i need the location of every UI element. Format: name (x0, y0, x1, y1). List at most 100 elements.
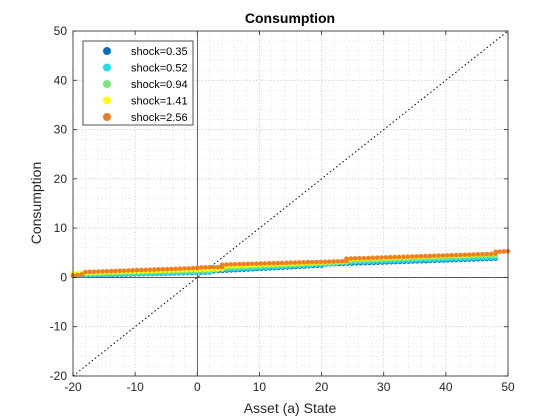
data-point (121, 268, 127, 273)
legend-marker (103, 47, 111, 55)
data-point (104, 268, 110, 274)
data-point (436, 253, 441, 258)
data-point (318, 259, 324, 265)
data-point (480, 251, 485, 257)
data-point (344, 256, 349, 262)
data-point (493, 249, 498, 255)
data-point (186, 266, 191, 271)
legend-marker (103, 113, 111, 121)
reference-lines (72, 30, 509, 377)
data-point (249, 261, 255, 267)
data-point (83, 269, 88, 275)
y-axis-title: Consumption (28, 162, 44, 245)
data-point (271, 260, 276, 266)
data-point (108, 268, 114, 274)
data-point (335, 259, 341, 264)
data-point (405, 254, 411, 259)
x-tick-label: 30 (377, 380, 391, 394)
x-tick-label: 0 (194, 380, 201, 394)
x-tick-labels: -20 -10 0 10 20 30 40 50 (64, 380, 515, 394)
data-point (453, 252, 459, 258)
data-point (458, 252, 463, 258)
data-point (215, 264, 221, 270)
data-point (182, 266, 187, 271)
data-point (366, 255, 371, 261)
x-tick-label: 50 (501, 380, 515, 394)
legend-box (82, 40, 194, 126)
data-point (190, 265, 196, 271)
series-5 (70, 249, 511, 278)
data-point (113, 268, 118, 274)
legend-label: shock=2.56 (131, 112, 188, 124)
data-point (414, 254, 419, 259)
data-point (471, 252, 476, 257)
data-point (383, 255, 389, 260)
x-tick-label: 40 (439, 380, 453, 394)
data-point (279, 260, 285, 266)
x-tick-label: 10 (253, 380, 267, 394)
data-point (151, 267, 157, 272)
chart-title: Consumption (245, 10, 335, 26)
data-point (100, 269, 105, 274)
data-point (199, 265, 204, 270)
data-point (262, 261, 268, 266)
data-point (331, 259, 336, 264)
data-point (314, 259, 319, 265)
data-point (379, 255, 384, 260)
y-tick-label: 0 (60, 270, 67, 284)
data-point (445, 253, 450, 258)
data-point (401, 254, 406, 260)
data-point (130, 268, 136, 273)
y-tick-label: 30 (54, 123, 68, 137)
data-point (96, 269, 101, 274)
data-point (211, 264, 217, 270)
diagonal-45-line (72, 30, 509, 377)
data-point (254, 261, 259, 266)
data-point (370, 255, 376, 261)
data-point (156, 267, 161, 272)
data-point (497, 249, 503, 254)
data-point (91, 269, 97, 275)
x-tick-label: -10 (126, 380, 144, 394)
y-tick-label: -10 (50, 320, 68, 334)
data-point (139, 267, 144, 273)
data-point (409, 254, 415, 259)
data-point (224, 262, 229, 267)
data-point (374, 255, 380, 260)
data-point (427, 253, 433, 259)
data-point (126, 268, 131, 273)
data-point (147, 267, 153, 273)
data-point (309, 259, 315, 265)
data-point (266, 261, 272, 266)
data-point (392, 254, 397, 260)
legend-label: shock=0.52 (131, 63, 188, 75)
y-tick-label: 20 (54, 172, 68, 186)
data-point (258, 261, 264, 266)
data-point (164, 266, 170, 272)
data-point (396, 254, 402, 260)
data-point (418, 253, 424, 259)
data-point (449, 252, 455, 258)
y-tick-label: 50 (54, 24, 68, 38)
legend-marker (103, 63, 111, 72)
legend-items: shock=0.35 shock=0.52 shock=0.94 shock=1.41… (103, 46, 188, 124)
y-tick-label: 40 (54, 73, 68, 87)
y-tick-label: 10 (54, 221, 68, 235)
x-axis-title: Asset (a) State (244, 400, 337, 416)
y-tick-labels: -20 -10 0 10 20 30 40 50 (50, 24, 68, 383)
data-point (361, 255, 367, 261)
data-point (462, 252, 468, 258)
data-point (284, 260, 289, 266)
data-point (440, 253, 446, 258)
data-point (301, 260, 306, 265)
data-point (87, 269, 93, 275)
data-point (173, 266, 179, 272)
data-point (348, 256, 354, 261)
data-point (352, 256, 358, 261)
data-point (75, 272, 80, 278)
data-point (117, 268, 123, 274)
data-point (339, 258, 345, 264)
y-tick-label: -20 (50, 369, 68, 383)
